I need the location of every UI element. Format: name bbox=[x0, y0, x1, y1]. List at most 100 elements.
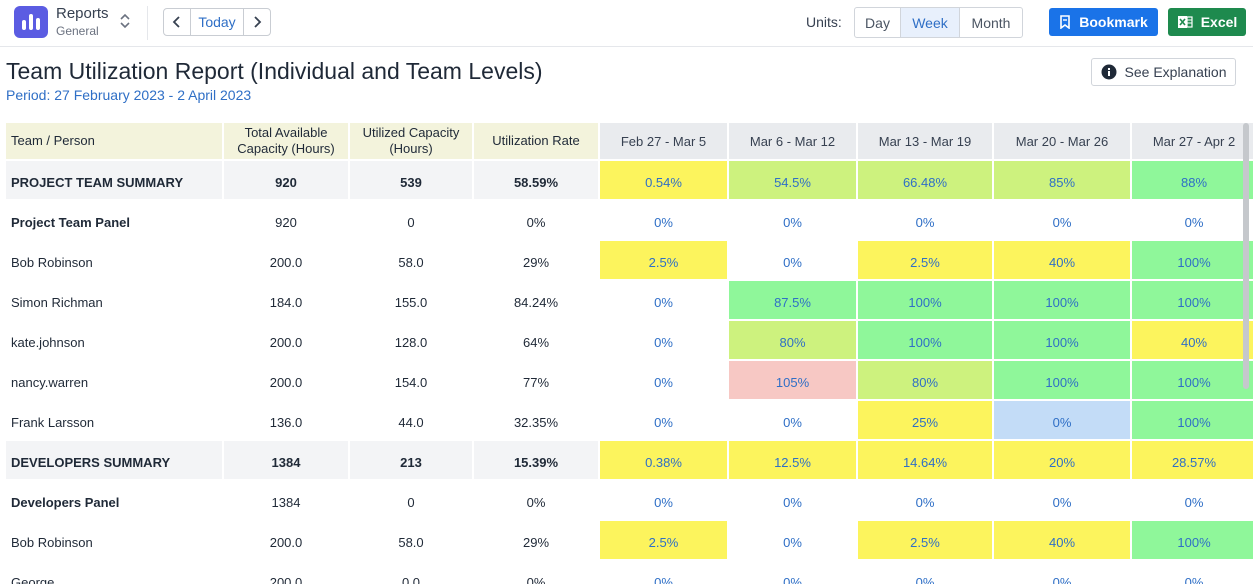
week-utilization-cell[interactable]: 0% bbox=[1184, 494, 1204, 510]
week-utilization-cell[interactable]: 2.5% bbox=[600, 241, 727, 279]
summary-row-name[interactable]: DEVELOPERS SUMMARY bbox=[6, 441, 222, 479]
excel-icon bbox=[1177, 16, 1193, 28]
person-name[interactable]: Bob Robinson bbox=[11, 254, 93, 270]
person-name[interactable]: Bob Robinson bbox=[11, 534, 93, 550]
utilization-rate-cell: 77% bbox=[522, 374, 550, 390]
week-utilization-cell[interactable]: 0% bbox=[783, 414, 802, 430]
week-utilization-cell[interactable]: 0% bbox=[654, 334, 673, 350]
total-capacity-cell: 200.0 bbox=[269, 574, 303, 584]
column-header-week[interactable]: Mar 27 - Apr 2 bbox=[1132, 123, 1253, 159]
chevron-updown-icon[interactable] bbox=[118, 11, 132, 31]
person-name[interactable]: George bbox=[11, 574, 55, 584]
vertical-scrollbar[interactable] bbox=[1243, 123, 1249, 389]
summary-row-name[interactable]: PROJECT TEAM SUMMARY bbox=[6, 161, 222, 199]
week-utilization-cell[interactable]: 40% bbox=[1132, 321, 1253, 359]
week-utilization-cell[interactable]: 105% bbox=[729, 361, 856, 399]
see-explanation-button[interactable]: See Explanation bbox=[1091, 58, 1236, 86]
week-utilization-cell[interactable]: 20% bbox=[994, 441, 1130, 479]
column-header-team[interactable]: Team / Person bbox=[6, 123, 222, 159]
week-utilization-cell[interactable]: 0% bbox=[1184, 214, 1204, 230]
column-header-week[interactable]: Feb 27 - Mar 5 bbox=[600, 123, 727, 159]
next-period-button[interactable] bbox=[244, 9, 270, 35]
unit-month-button[interactable]: Month bbox=[959, 8, 1022, 37]
panel-row-name[interactable]: Project Team Panel bbox=[11, 214, 130, 230]
bookmark-button[interactable]: Bookmark bbox=[1049, 8, 1158, 36]
utilized-capacity-cell: 128.0 bbox=[394, 334, 428, 350]
week-utilization-cell[interactable]: 100% bbox=[1132, 281, 1253, 319]
week-utilization-cell[interactable]: 0.54% bbox=[600, 161, 727, 199]
week-utilization-cell[interactable]: 54.5% bbox=[729, 161, 856, 199]
utilization-rate-cell: 0% bbox=[526, 574, 546, 584]
person-name[interactable]: nancy.warren bbox=[11, 374, 89, 390]
column-header-week[interactable]: Mar 20 - Mar 26 bbox=[994, 123, 1130, 159]
week-utilization-cell[interactable]: 0% bbox=[783, 214, 802, 230]
week-utilization-cell[interactable]: 100% bbox=[994, 361, 1130, 399]
column-header-week[interactable]: Mar 13 - Mar 19 bbox=[858, 123, 992, 159]
utilization-rate-cell: 64% bbox=[522, 334, 550, 350]
column-header-utilized-capacity[interactable]: Utilized Capacity (Hours) bbox=[350, 123, 472, 159]
total-capacity-cell: 136.0 bbox=[269, 414, 303, 430]
week-utilization-cell[interactable]: 88% bbox=[1132, 161, 1253, 199]
week-utilization-cell[interactable]: 40% bbox=[994, 241, 1130, 279]
total-capacity-cell: 200.0 bbox=[269, 534, 303, 550]
week-utilization-cell[interactable]: 14.64% bbox=[858, 441, 992, 479]
excel-export-button[interactable]: Excel bbox=[1168, 8, 1246, 36]
week-utilization-cell[interactable]: 100% bbox=[994, 281, 1130, 319]
panel-row-name[interactable]: Developers Panel bbox=[11, 494, 120, 510]
week-utilization-cell[interactable]: 100% bbox=[858, 281, 992, 319]
week-utilization-cell[interactable]: 28.57% bbox=[1132, 441, 1253, 479]
week-utilization-cell[interactable]: 0.38% bbox=[600, 441, 727, 479]
week-utilization-cell[interactable]: 2.5% bbox=[858, 241, 992, 279]
week-utilization-cell[interactable]: 0% bbox=[654, 494, 673, 510]
week-utilization-cell[interactable]: 100% bbox=[1132, 521, 1253, 559]
week-utilization-cell[interactable]: 40% bbox=[994, 521, 1130, 559]
week-utilization-cell[interactable]: 0% bbox=[783, 254, 802, 270]
utilization-rate-cell: 32.35% bbox=[513, 414, 559, 430]
person-name[interactable]: Simon Richman bbox=[11, 294, 103, 310]
week-utilization-cell[interactable]: 0% bbox=[915, 574, 935, 584]
week-utilization-cell[interactable]: 0% bbox=[783, 534, 802, 550]
week-utilization-cell[interactable]: 12.5% bbox=[729, 441, 856, 479]
previous-period-button[interactable] bbox=[164, 9, 190, 35]
week-utilization-cell[interactable]: 0% bbox=[1184, 574, 1204, 584]
week-utilization-cell[interactable]: 0% bbox=[1052, 574, 1072, 584]
week-utilization-cell[interactable]: 25% bbox=[858, 401, 992, 439]
week-utilization-cell[interactable]: 100% bbox=[994, 321, 1130, 359]
week-utilization-cell[interactable]: 80% bbox=[729, 321, 856, 359]
week-utilization-cell[interactable]: 0% bbox=[783, 574, 802, 584]
week-utilization-cell[interactable]: 0% bbox=[654, 574, 673, 584]
week-utilization-cell[interactable]: 2.5% bbox=[600, 521, 727, 559]
person-name[interactable]: Frank Larsson bbox=[11, 414, 95, 430]
week-utilization-cell[interactable]: 100% bbox=[1132, 401, 1253, 439]
week-utilization-cell[interactable]: 100% bbox=[1132, 241, 1253, 279]
column-header-utilization-rate[interactable]: Utilization Rate bbox=[474, 123, 598, 159]
week-utilization-cell[interactable]: 0% bbox=[654, 214, 673, 230]
week-utilization-cell[interactable]: 100% bbox=[858, 321, 992, 359]
week-utilization-cell[interactable]: 87.5% bbox=[729, 281, 856, 319]
column-header-week[interactable]: Mar 6 - Mar 12 bbox=[729, 123, 856, 159]
person-name[interactable]: kate.johnson bbox=[11, 334, 85, 350]
app-title[interactable]: Reports bbox=[56, 5, 109, 22]
unit-week-button[interactable]: Week bbox=[900, 8, 959, 37]
week-utilization-cell[interactable]: 66.48% bbox=[858, 161, 992, 199]
units-toggle: Day Week Month bbox=[854, 7, 1023, 38]
total-capacity-cell: 184.0 bbox=[269, 294, 303, 310]
week-utilization-cell[interactable]: 0% bbox=[654, 374, 673, 390]
week-utilization-cell[interactable]: 0% bbox=[915, 214, 935, 230]
week-utilization-cell[interactable]: 2.5% bbox=[858, 521, 992, 559]
week-utilization-cell[interactable]: 85% bbox=[994, 161, 1130, 199]
week-utilization-cell[interactable]: 0% bbox=[994, 401, 1130, 439]
week-utilization-cell[interactable]: 0% bbox=[915, 494, 935, 510]
week-utilization-cell[interactable]: 0% bbox=[1052, 214, 1072, 230]
week-utilization-cell[interactable]: 80% bbox=[858, 361, 992, 399]
unit-day-button[interactable]: Day bbox=[865, 14, 890, 31]
week-utilization-cell[interactable]: 0% bbox=[1052, 494, 1072, 510]
reports-app-icon[interactable] bbox=[14, 6, 48, 38]
divider bbox=[147, 6, 148, 40]
week-utilization-cell[interactable]: 100% bbox=[1132, 361, 1253, 399]
week-utilization-cell[interactable]: 0% bbox=[654, 294, 673, 310]
column-header-total-capacity[interactable]: Total Available Capacity (Hours) bbox=[224, 123, 348, 159]
week-utilization-cell[interactable]: 0% bbox=[654, 414, 673, 430]
week-utilization-cell[interactable]: 0% bbox=[783, 494, 802, 510]
today-button[interactable]: Today bbox=[190, 9, 244, 35]
